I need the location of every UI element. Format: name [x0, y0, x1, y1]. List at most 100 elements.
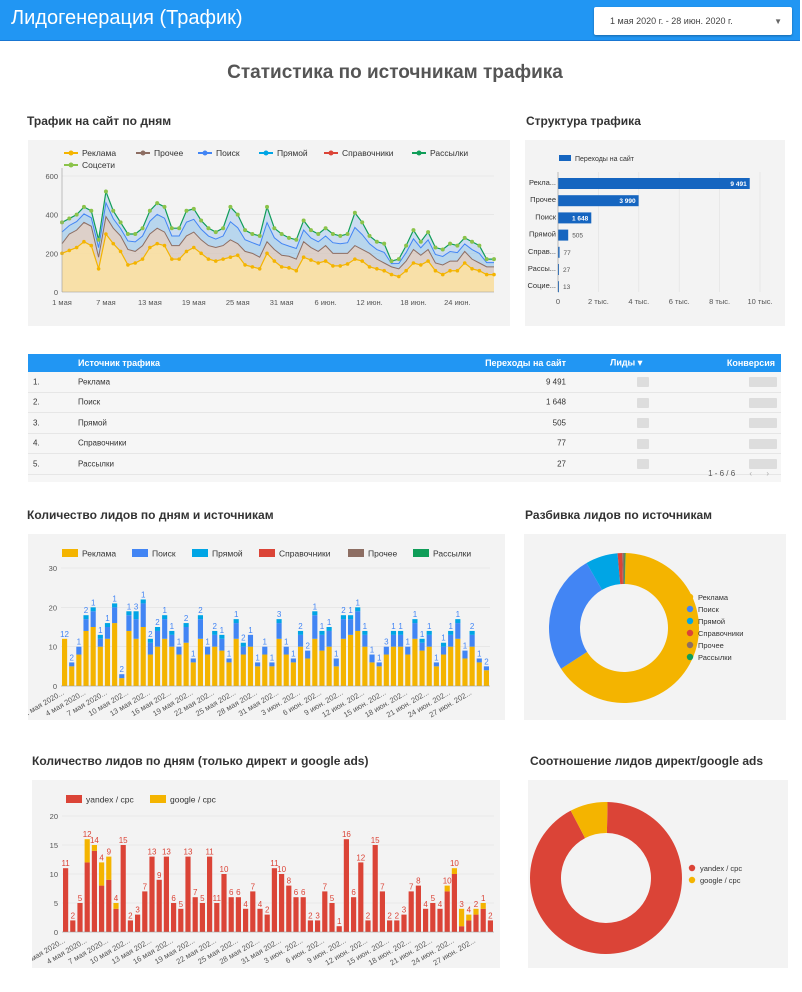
data-label: 9	[107, 848, 112, 857]
data-label: 10	[220, 865, 229, 874]
prev-page-button[interactable]: ‹	[749, 469, 753, 478]
legend-marker	[328, 150, 334, 156]
legend-marker	[686, 617, 694, 625]
chevron-down-icon: ▼	[774, 17, 782, 26]
row-number: 5.	[33, 459, 40, 469]
traffic-area-chart[interactable]: Реклама Прочее Поиск Прямой Справочники Рассы…	[28, 140, 510, 326]
ratio-donut-chart[interactable]: yandex / cpc google / cpc	[528, 780, 788, 968]
bar-segment	[140, 599, 146, 604]
row-number: 2.	[33, 397, 40, 407]
data-label: 11	[270, 859, 279, 868]
legend-swatch	[413, 549, 429, 557]
point-total	[448, 241, 453, 246]
blurred-conversion	[749, 459, 777, 469]
data-label: 13	[148, 848, 157, 857]
bar-segment	[250, 891, 256, 932]
bar	[558, 246, 560, 258]
data-label: 7	[323, 882, 328, 891]
data-label: 7	[409, 882, 414, 891]
leads-stacked-bar-chart[interactable]: Реклама Поиск Прямой Справочники Прочее Рассы…	[22, 534, 505, 720]
bar-segment	[419, 638, 425, 643]
point-total	[411, 228, 416, 233]
bar	[558, 281, 559, 293]
bar-segment	[451, 868, 457, 874]
bar-segment	[235, 897, 241, 932]
bar-segment	[276, 623, 282, 639]
point-ads	[382, 268, 386, 273]
legend-marker	[202, 150, 208, 156]
bar-segment	[448, 646, 454, 686]
bar-segment	[185, 856, 191, 932]
data-label: 1	[391, 622, 396, 631]
bar-segment	[169, 646, 175, 686]
table-row[interactable]: 1. Реклама 9 491	[28, 372, 781, 393]
donut-slice	[570, 802, 608, 839]
bar-segment	[212, 646, 218, 686]
next-page-button[interactable]: ›	[766, 469, 769, 478]
data-label: 3	[384, 638, 389, 647]
blurred-leads	[637, 459, 649, 469]
leads-donut-chart[interactable]: Реклама Поиск Прямой Справочники Прочее Рассы…	[524, 534, 786, 720]
bar-segment	[448, 634, 454, 647]
col-source[interactable]: Источник трафика	[78, 358, 161, 368]
table-row[interactable]: 5. Рассылки 27	[28, 454, 781, 475]
bar-segment	[405, 654, 411, 686]
structure-chart-panel: Переходы на сайт 0 2 тыс. 4 тыс. 6 тыс. 8 тыс…	[525, 140, 785, 326]
table-row[interactable]: 2. Поиск 1 648	[28, 393, 781, 413]
bar-segment	[369, 662, 375, 686]
bar-segment	[398, 646, 404, 686]
bar-segment	[243, 908, 249, 932]
legend-swatch	[192, 549, 208, 557]
col-leads[interactable]: Лиды ▾	[610, 357, 643, 368]
col-conversion[interactable]: Конверсия	[726, 358, 775, 368]
page-title: Статистика по источникам трафика	[227, 62, 563, 83]
value-label: 27	[563, 267, 571, 274]
data-label: 3	[315, 911, 320, 920]
bar-segment	[315, 920, 321, 932]
data-label: 1	[170, 622, 175, 631]
point-ads	[206, 257, 211, 261]
donut-slice	[617, 553, 623, 585]
blurred-conversion	[749, 438, 777, 449]
point-total	[477, 243, 482, 248]
bar-segment	[83, 630, 89, 686]
y-tick-label: 10	[50, 870, 58, 879]
point-total	[345, 232, 350, 236]
legend-label: Рассылки	[433, 549, 471, 559]
date-range-picker[interactable]: 1 мая 2020 г. - 28 июн. 2020 г. ▼	[594, 7, 792, 35]
bar-segment	[240, 646, 246, 655]
point-total	[111, 208, 116, 213]
data-label: 1	[284, 638, 289, 647]
bar-segment	[466, 920, 472, 932]
data-label: 1	[370, 646, 375, 655]
col-visits[interactable]: Переходы на сайт	[485, 358, 566, 368]
data-label: 13	[162, 848, 171, 857]
data-label: 1	[441, 634, 446, 643]
bar-segment	[149, 856, 155, 932]
point-ads	[477, 268, 482, 273]
row-number: 3.	[33, 418, 40, 428]
x-tick-label: 12 июн.	[356, 298, 382, 307]
point-total	[162, 204, 167, 209]
structure-bar-chart[interactable]: Переходы на сайт 0 2 тыс. 4 тыс. 6 тыс. 8 тыс…	[525, 140, 785, 326]
direct-google-bar-chart[interactable]: yandex / cpc google / cpc0510152011251214…	[23, 780, 500, 968]
table-row[interactable]: 4. Справочники 77	[28, 434, 781, 454]
donut-slice	[561, 553, 699, 703]
point-ads	[440, 272, 445, 277]
point-total	[396, 257, 401, 262]
data-label: 1	[205, 638, 210, 647]
data-label: 2	[120, 665, 125, 674]
data-label: 3	[134, 602, 139, 611]
data-label: 3	[402, 906, 407, 915]
bar-segment	[171, 903, 177, 932]
bar-segment	[183, 627, 189, 643]
data-label: 1	[477, 649, 482, 658]
data-label: 2	[128, 911, 133, 920]
point-total	[433, 245, 438, 250]
bar-segment	[290, 662, 296, 686]
bar-segment	[97, 638, 103, 647]
data-label: 1	[456, 610, 461, 619]
table-row[interactable]: 3. Прямой 505	[28, 413, 781, 434]
point-ads	[177, 257, 181, 261]
row-source: Прямой	[78, 418, 107, 428]
